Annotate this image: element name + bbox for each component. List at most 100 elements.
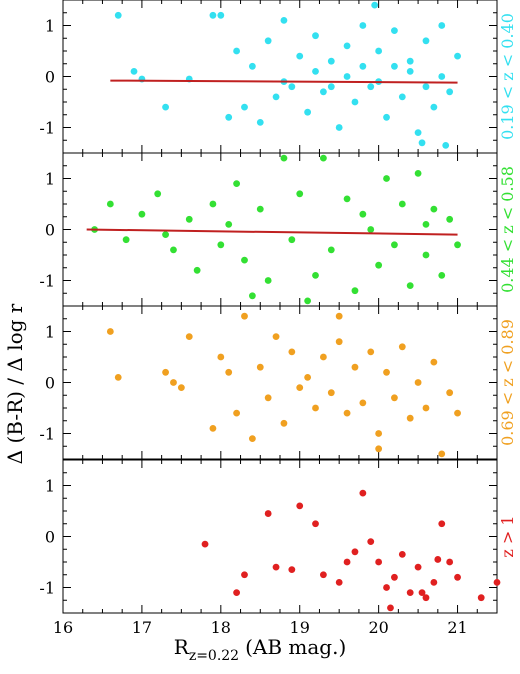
data-point <box>398 93 406 101</box>
data-point <box>256 205 264 213</box>
data-point <box>312 272 319 279</box>
data-point <box>418 139 426 147</box>
data-point <box>343 42 351 50</box>
data-point <box>327 57 335 65</box>
data-point <box>248 435 256 442</box>
data-point <box>241 312 248 320</box>
data-point <box>280 17 288 24</box>
data-point <box>446 215 454 223</box>
x-axis-label: Rz=0.22 (AB mag.) <box>174 635 347 664</box>
data-point <box>359 489 367 497</box>
x-axis-label-sub: z=0.22 <box>189 648 239 664</box>
panel-frame <box>62 305 498 460</box>
data-point <box>256 119 264 126</box>
data-point <box>304 297 312 305</box>
data-point <box>438 22 446 29</box>
data-point <box>343 73 351 80</box>
data-point <box>414 170 422 177</box>
y-tick-label: 0 <box>45 221 55 240</box>
data-point <box>280 419 288 427</box>
data-point <box>209 200 217 208</box>
data-point <box>193 266 201 274</box>
data-point <box>327 83 335 91</box>
data-point <box>233 409 241 417</box>
data-point <box>106 200 114 208</box>
data-point <box>320 154 327 162</box>
y-axis-label: Δ (B-R) / Δ log r <box>3 303 27 464</box>
y-tick-label: 1 <box>45 477 55 496</box>
data-point <box>359 210 367 218</box>
data-point <box>446 88 454 96</box>
data-point <box>367 348 375 356</box>
panel-label: 0.44 < z < 0.58 <box>498 166 517 293</box>
data-point <box>170 379 177 386</box>
panel-label: 0.19 < z < 0.40 <box>498 13 517 140</box>
data-point <box>477 594 485 602</box>
data-point <box>154 190 162 198</box>
data-point <box>217 353 225 361</box>
panel-label: 0.69 < z < 0.89 <box>498 319 517 446</box>
data-point <box>225 221 233 228</box>
data-point <box>430 205 438 213</box>
data-point <box>288 83 296 91</box>
y-tick-label: 0 <box>45 374 55 393</box>
data-point <box>312 520 319 528</box>
data-point <box>406 282 414 289</box>
data-point <box>233 180 241 188</box>
panel-frame <box>62 0 498 154</box>
data-point <box>414 129 422 137</box>
data-point <box>114 11 122 19</box>
y-tick-label: -1 <box>39 272 55 291</box>
data-point <box>359 62 367 70</box>
data-point <box>225 113 233 121</box>
data-point <box>130 68 138 75</box>
data-point <box>371 1 379 9</box>
x-axis-label-main: R <box>174 635 190 659</box>
data-point <box>367 538 375 545</box>
data-point <box>241 103 248 111</box>
y-tick-label: 1 <box>45 170 55 189</box>
data-point <box>335 312 343 320</box>
data-point <box>430 358 438 366</box>
data-point <box>418 589 426 596</box>
x-axis-label-suffix: (AB mag.) <box>245 635 346 659</box>
data-point <box>375 445 383 453</box>
data-point <box>288 348 296 356</box>
data-point <box>454 52 461 60</box>
data-point <box>391 573 398 581</box>
data-point <box>114 374 122 381</box>
data-point <box>446 389 454 397</box>
x-tick-labels: 16 17 18 19 20 21 <box>53 618 468 637</box>
data-point <box>375 261 383 269</box>
data-point <box>320 571 327 579</box>
data-point <box>296 52 304 60</box>
x-tick-label: 18 <box>211 618 231 637</box>
data-point <box>335 338 343 346</box>
data-point <box>312 32 319 40</box>
data-point <box>162 103 169 111</box>
data-point <box>398 550 406 558</box>
data-point <box>414 379 422 386</box>
data-point <box>185 333 193 340</box>
data-point <box>296 384 304 391</box>
x-tick-label: 21 <box>447 618 467 637</box>
data-point <box>272 93 280 101</box>
data-point <box>241 256 248 264</box>
data-point <box>438 272 446 279</box>
data-point <box>351 98 359 106</box>
data-point <box>367 226 375 233</box>
data-point <box>233 589 241 596</box>
x-tick-label: 20 <box>368 618 388 637</box>
panel-label: z > 1 <box>498 515 517 557</box>
data-point <box>367 83 375 91</box>
fit-line <box>110 79 458 84</box>
data-point <box>454 409 461 417</box>
data-point <box>406 589 414 596</box>
data-point <box>233 47 241 55</box>
data-point <box>422 83 430 91</box>
data-point <box>312 404 319 412</box>
data-point <box>106 328 114 335</box>
data-point <box>280 154 288 162</box>
data-point <box>375 558 383 566</box>
